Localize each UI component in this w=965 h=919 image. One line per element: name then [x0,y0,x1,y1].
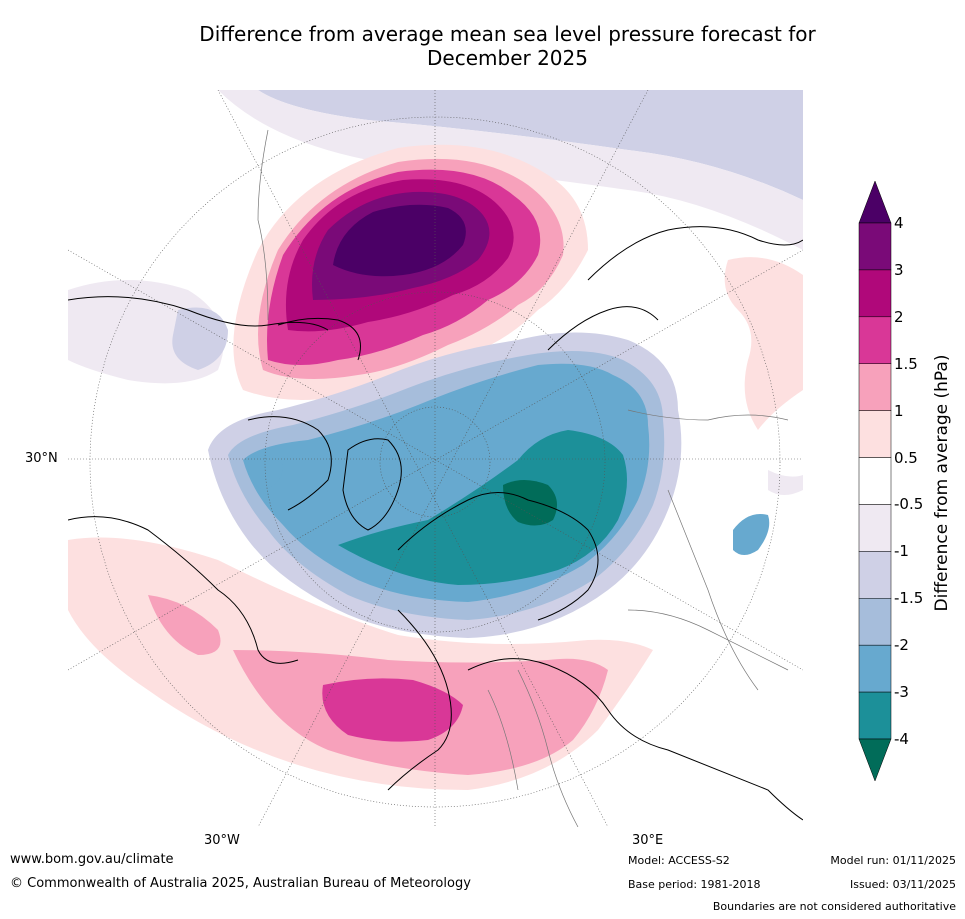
copyright: © Commonwealth of Australia 2025, Austra… [10,876,471,891]
title-line-1: Difference from average mean sea level p… [199,22,816,46]
negative-anomaly-arctic-3hpa [338,430,627,585]
website-link[interactable]: www.bom.gov.au/climate [10,852,174,867]
colorbar-tick-label: 2 [894,307,904,326]
boundaries-note: Boundaries are not considered authoritat… [712,900,956,913]
colorbar-swatch [858,457,892,505]
colorbar-swatch [858,363,892,411]
label-30e: 30°E [632,833,664,848]
model-name: Model: ACCESS-S2 [628,854,730,867]
colorbar [858,180,892,782]
negative-anomaly-central-asia [733,514,770,555]
colorbar-tick-label: -2 [894,636,909,655]
colorbar-tick-label: -1 [894,542,909,561]
colorbar-title: Difference from average (hPa) [932,354,952,612]
colorbar-tick-label: -3 [894,683,909,702]
colorbar-swatch [858,598,892,646]
positive-anomaly-europe-2hpa [322,678,463,742]
colorbar-swatch [858,269,892,318]
colorbar-swatch [858,644,892,693]
label-30n: 30°N [25,451,58,466]
colorbar-swatch [858,222,892,271]
colorbar-swatch [858,738,892,782]
chart-title: Difference from average mean sea level p… [0,22,965,70]
model-run: Model run: 01/11/2025 [830,854,956,867]
colorbar-tick-label: 4 [894,214,904,232]
colorbar-tick-label: 1 [894,401,904,420]
colorbar-swatch [858,691,892,740]
positive-anomaly-atlantic-1.5hpa [148,595,221,655]
title-line-2: December 2025 [427,46,588,70]
issued-date: Issued: 03/11/2025 [849,878,956,891]
anomaly-patch-lavender-left [172,307,228,370]
pressure-anomaly-map [68,90,803,827]
colorbar-tick-label: 0.5 [894,448,918,467]
colorbar-tick-label: 1.5 [894,354,918,373]
anomaly-band-lavender-top [258,90,803,200]
colorbar-swatch [858,410,892,458]
base-period: Base period: 1981-2018 [628,878,761,891]
country-borders [257,129,789,827]
positive-anomaly-east-asia [724,257,803,430]
colorbar-tick-label: -4 [894,730,909,748]
colorbar-swatch [858,551,892,599]
negative-anomaly-arctic-4hpa [503,480,557,526]
graticule [68,90,803,827]
negative-anomaly-far-east [768,470,803,495]
coastlines [68,226,803,821]
colorbar-tick-label: 3 [894,260,904,279]
positive-anomaly-pacific-max [333,204,466,277]
colorbar-swatch [858,180,892,224]
colorbar-swatch [858,316,892,364]
label-30w: 30°W [204,833,240,848]
colorbar-swatch [858,504,892,552]
colorbar-tick-label: -1.5 [894,589,924,608]
colorbar-tick-label: -0.5 [894,495,924,514]
